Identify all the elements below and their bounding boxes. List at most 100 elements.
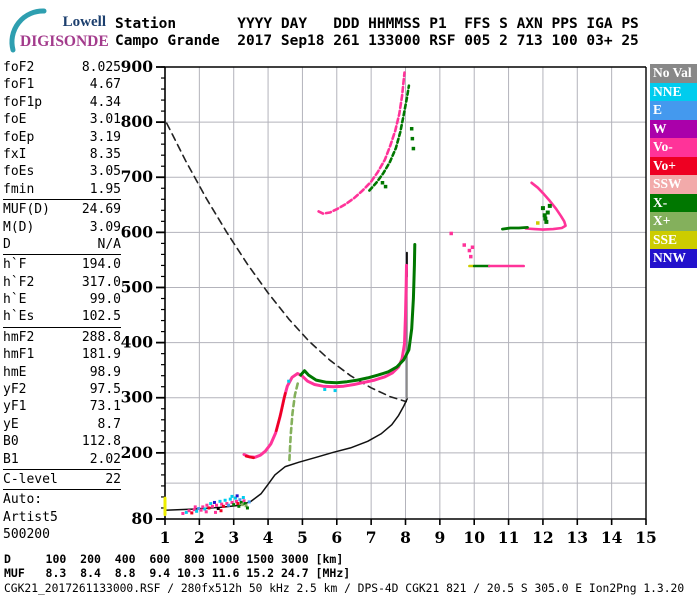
series-es-scatter-point xyxy=(203,507,207,511)
series-second-hop-x-extra-point xyxy=(383,184,388,189)
series-es-scatter-point xyxy=(181,511,185,515)
param-value: 73.1 xyxy=(89,399,121,415)
param-row-hmF2: hmF2 288.8 xyxy=(3,329,121,346)
x-tick-label: 15 xyxy=(635,528,657,547)
y-tick-label: 80 xyxy=(131,509,153,528)
param-row-B0: B0 112.8 xyxy=(3,433,121,450)
series-es-scatter-point xyxy=(235,494,239,498)
x-tick-label: 8 xyxy=(400,528,411,547)
series-right-trace-green-blob-point xyxy=(545,210,550,215)
series-es-scatter-point xyxy=(210,504,214,508)
param-value: 99.0 xyxy=(89,292,121,308)
param-row-C-level: C-level 22 xyxy=(3,471,121,488)
legend-item-nne: NNE xyxy=(650,82,697,101)
header-line-2: Campo Grande 2017 Sep18 261 133000 RSF 0… xyxy=(115,33,639,49)
series-right-trace-green-blob-point xyxy=(540,206,545,211)
param-label: yF1 xyxy=(3,399,27,415)
param-label: D xyxy=(3,236,11,252)
series-es-scatter-point xyxy=(209,502,213,506)
param-label: C-level xyxy=(3,471,58,487)
param-row-hmE: hmE 98.9 xyxy=(3,364,121,381)
x-tick-label: 7 xyxy=(366,528,377,547)
series-o-trace-red-seg1 xyxy=(244,454,255,460)
param-label: Artist5 xyxy=(3,509,58,525)
param-group: h`F 194.0 h`F2 317.0 h`E 99.0 h`Es 102.5 xyxy=(3,254,121,327)
series-es-scatter-point xyxy=(240,503,244,507)
series-es-scatter-point xyxy=(218,499,222,503)
logo-digisonde: DIGISONDE xyxy=(20,33,109,50)
series-es-scatter-point xyxy=(230,494,234,498)
param-value: 3.09 xyxy=(89,219,121,235)
param-row-500200: 500200 xyxy=(3,526,121,543)
x-tick-label: 3 xyxy=(228,528,239,547)
series-right-trace-green-blob-point xyxy=(544,219,549,224)
series-isolated-pink-dots-point xyxy=(467,248,472,253)
param-label: h`F2 xyxy=(3,274,35,290)
series-es-scatter-point xyxy=(245,506,249,510)
series-es-scatter-point xyxy=(204,510,208,514)
series-es-scatter-point xyxy=(237,504,241,508)
legend-item-vo+: Vo+ xyxy=(650,156,697,175)
param-value: 4.67 xyxy=(89,77,121,93)
x-tick-label: 11 xyxy=(498,528,520,547)
param-label: B1 xyxy=(3,451,19,467)
series-flat-trace-cyan-specks-point xyxy=(333,389,337,393)
series-es-scatter-point xyxy=(195,509,199,513)
series-es-scatter-point xyxy=(242,499,246,503)
series-es-scatter-point xyxy=(228,497,232,501)
series-es-scatter-point xyxy=(216,507,220,511)
x-tick-label: 5 xyxy=(297,528,308,547)
series-second-hop-x-extra-point xyxy=(411,146,416,151)
logo-arc xyxy=(9,8,47,53)
series-x-trace-rise-dashed xyxy=(288,379,300,462)
param-row-h`F2: h`F2 317.0 xyxy=(3,274,121,291)
series-es-scatter-point xyxy=(243,502,247,506)
param-label: foF1p xyxy=(3,94,43,110)
series-es-scatter-point xyxy=(225,502,229,506)
x-tick-label: 9 xyxy=(434,528,445,547)
param-row-h`E: h`E 99.0 xyxy=(3,291,121,308)
digisonde-logo: Lowell DIGISONDE xyxy=(6,6,116,56)
d-distance-row: D 100 200 400 600 800 1000 1500 3000 [km… xyxy=(4,552,344,566)
param-group: Auto: Artist5 500200 xyxy=(3,489,121,544)
param-row-hmF1: hmF1 181.9 xyxy=(3,346,121,363)
param-value: 181.9 xyxy=(81,347,121,363)
legend-item-x-: X- xyxy=(650,193,697,212)
x-tick-label: 1 xyxy=(160,528,171,547)
param-row-Artist5: Artist5 xyxy=(3,509,121,526)
param-label: yE xyxy=(3,416,19,432)
logo-arc-graphic: Lowell DIGISONDE xyxy=(9,8,109,53)
param-label: Auto: xyxy=(3,492,43,508)
param-row-yF1: yF1 73.1 xyxy=(3,398,121,415)
param-label: foE xyxy=(3,112,27,128)
series-second-hop-x-extra-point xyxy=(409,126,414,131)
series-es-scatter-point xyxy=(190,511,194,515)
y-tick-label: 300 xyxy=(121,388,154,407)
param-row-h`Es: h`Es 102.5 xyxy=(3,308,121,325)
series-es-scatter-point xyxy=(247,500,251,504)
series-es-scatter-point xyxy=(223,498,227,502)
param-row-D: D N/A xyxy=(3,236,121,253)
param-value: N/A xyxy=(97,236,121,252)
series-second-hop-x-extra-point xyxy=(380,181,385,185)
logo-lowell: Lowell xyxy=(63,14,106,30)
param-label: foF1 xyxy=(3,77,35,93)
y-tick-label: 200 xyxy=(121,443,154,462)
param-value: 102.5 xyxy=(81,309,121,325)
series-right-trace-yellow-dot-point xyxy=(536,221,540,225)
legend-item-sse: SSE xyxy=(650,230,697,249)
series-right-trace-green-blob-point xyxy=(542,213,547,218)
series-flat-trace-cyan-specks-point xyxy=(323,387,327,391)
y-tick-label: 600 xyxy=(121,222,154,241)
series-es-scatter-point xyxy=(219,509,223,513)
param-row-foF1: foF1 4.67 xyxy=(3,76,121,93)
param-value: 8.7 xyxy=(97,416,121,432)
param-group: C-level 22 xyxy=(3,468,121,489)
param-row-yE: yE 8.7 xyxy=(3,416,121,433)
series-es-scatter-point xyxy=(215,503,219,507)
param-value: 8.025 xyxy=(81,60,121,75)
param-group: hmF2 288.8 hmF1 181.9 hmE 98.9 yF2 97.5 yF1 73.1 y… xyxy=(3,326,121,469)
param-row-foEs: foEs 3.05 xyxy=(3,163,121,180)
